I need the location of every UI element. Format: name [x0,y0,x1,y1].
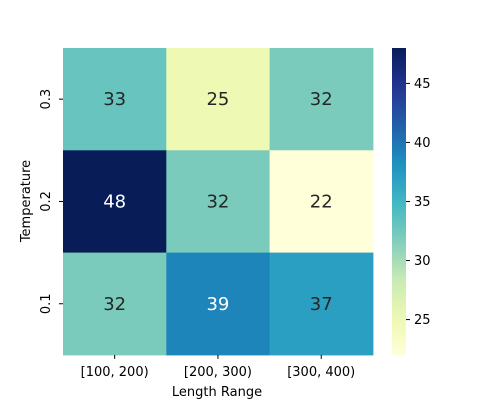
y-tick-label: 0.1 [39,293,54,314]
x-axis-ticks: [100, 200) [200, 300) [300, 400) [81,354,355,380]
y-tick-label: 0.3 [39,89,54,110]
colorbar-tick-label: 45 [414,77,431,92]
heatmap-cell [166,48,271,151]
colorbar-gradient [392,48,406,355]
heatmap-cell-value: 22 [310,191,333,212]
y-tick-label: 0.2 [39,191,54,212]
heatmap-cell-value: 48 [103,191,126,212]
heatmap-cell [63,252,167,356]
colorbar-tick-label: 25 [414,313,431,328]
x-axis-title: Length Range [172,385,262,400]
heatmap-cell-value: 25 [206,89,229,110]
colorbar-tick-label: 35 [414,195,431,210]
colorbar-tick-label: 40 [414,136,431,151]
heatmap-cell [269,48,374,151]
colorbar: 25 30 35 40 45 [392,48,431,355]
heatmap-cell [63,48,167,151]
heatmap-cell-value: 39 [206,294,229,315]
heatmap-cell [63,150,167,254]
heatmap-cells [63,48,374,356]
heatmap-cell [166,252,271,356]
x-tick-label: [200, 300) [184,365,252,380]
heatmap-cell [166,150,271,254]
heatmap-cell-labels: 33 25 32 48 32 22 32 39 37 [103,89,333,315]
colorbar-tick-label: 30 [414,254,431,269]
heatmap-cell-value: 33 [103,89,126,110]
heatmap-cell-value: 32 [310,89,333,110]
heatmap-cell [269,252,374,356]
colorbar-ticks: 25 30 35 40 45 [406,77,431,328]
y-axis-title: Temperature [19,160,34,243]
heatmap-cell [269,150,374,254]
y-axis-ticks: 0.3 0.2 0.1 [39,89,63,314]
x-tick-label: [100, 200) [81,365,149,380]
heatmap-cell-value: 32 [103,294,126,315]
x-tick-label: [300, 400) [287,365,355,380]
heatmap-cell-value: 32 [206,191,229,212]
heatmap-cell-value: 37 [310,294,333,315]
